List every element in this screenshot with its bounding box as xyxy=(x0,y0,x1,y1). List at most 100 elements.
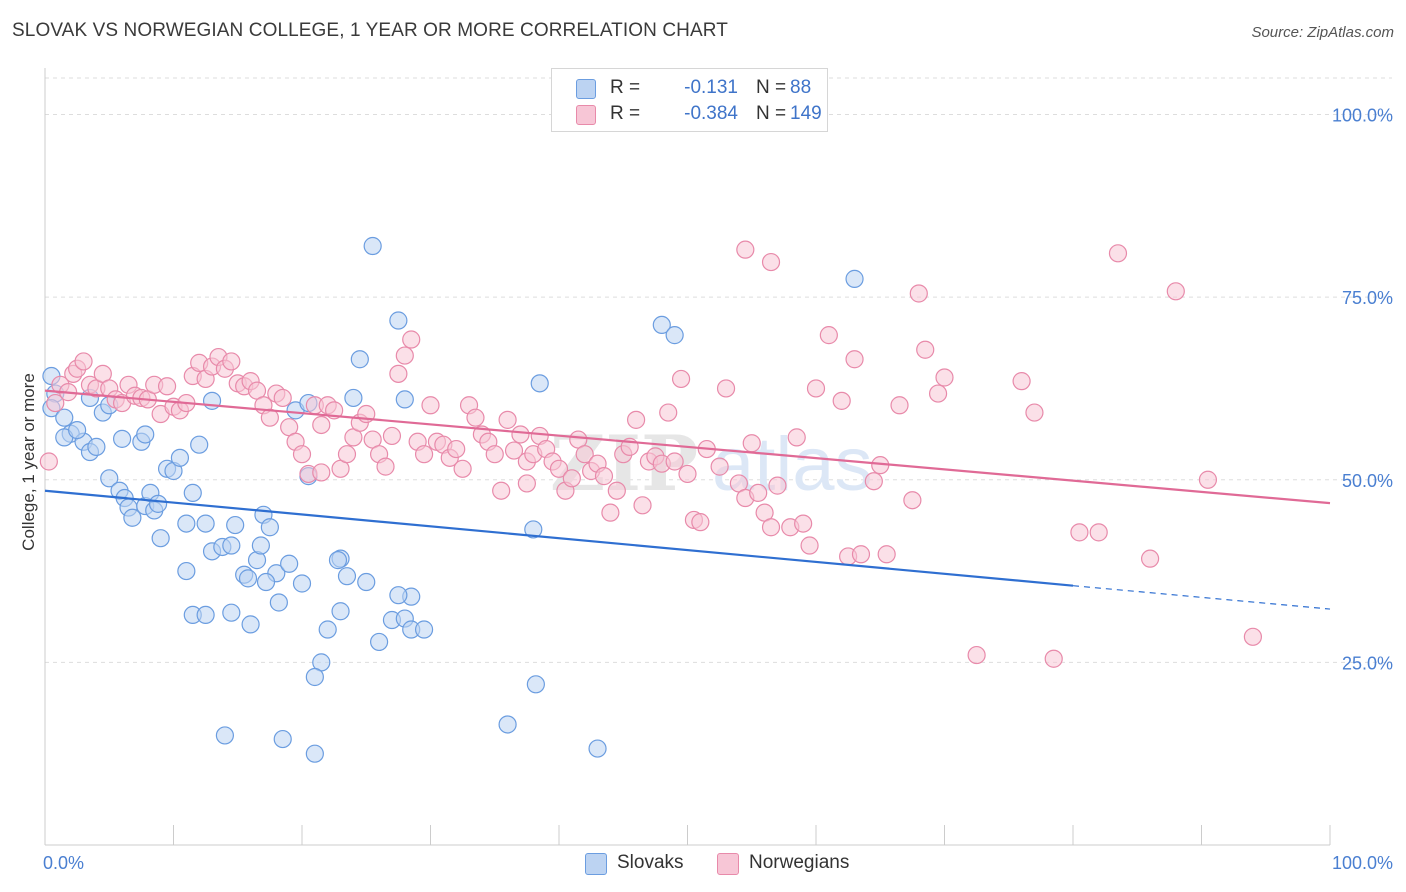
slovaks-point xyxy=(170,448,190,467)
correlation-legend: R = -0.131 N = 88 R = -0.384 N = 149 xyxy=(551,68,828,132)
norwegians-point xyxy=(928,384,948,403)
norwegians-point xyxy=(1089,523,1108,542)
norwegians-point xyxy=(864,472,883,491)
norwegians-point xyxy=(312,415,331,435)
slovaks-point xyxy=(498,715,517,734)
slovaks-point xyxy=(177,514,196,533)
slovaks-point xyxy=(389,311,408,330)
norwegians-point xyxy=(517,474,536,493)
slovaks-point xyxy=(87,437,106,456)
slovaks-point xyxy=(328,551,348,570)
legend-n-label: N = xyxy=(756,103,787,124)
slovaks-point xyxy=(370,632,389,652)
norwegians-point xyxy=(601,503,620,522)
norwegians-point xyxy=(376,457,395,476)
norwegians-legend-swatch xyxy=(717,853,739,875)
norwegians-point xyxy=(575,445,594,464)
slovaks-point xyxy=(331,602,350,621)
norwegians-point xyxy=(787,428,806,447)
slovaks-point xyxy=(344,388,363,408)
norwegians-point xyxy=(1198,470,1218,489)
slovaks-point xyxy=(280,554,299,573)
norwegians-point xyxy=(1044,649,1063,668)
legend-r-label: R = xyxy=(610,77,641,98)
norwegians-point xyxy=(453,459,472,478)
norwegians-point xyxy=(768,476,787,495)
slovaks-point xyxy=(292,574,312,593)
norwegians-point xyxy=(594,467,614,486)
norwegians-point xyxy=(845,350,864,369)
slovaks-point xyxy=(305,744,324,763)
norwegians-point xyxy=(633,496,652,515)
slovaks-point xyxy=(238,569,258,588)
norwegians-point xyxy=(498,410,517,429)
slovaks-point xyxy=(588,739,607,758)
legend-n-value: 149 xyxy=(790,103,822,124)
slovaks-point xyxy=(190,435,209,454)
slovaks-legend-swatch xyxy=(585,853,607,875)
norwegians-point xyxy=(678,464,697,484)
norwegians-point xyxy=(382,426,402,446)
norwegians-point xyxy=(761,252,781,272)
norwegians-point xyxy=(1012,372,1031,391)
legend-label-slovaks: Slovaks xyxy=(617,852,684,873)
slovaks-point xyxy=(148,494,168,513)
norwegians-point xyxy=(665,452,684,471)
norwegians-point xyxy=(832,391,851,410)
norwegians-trend-line xyxy=(44,389,1331,505)
norwegians-point xyxy=(819,326,838,345)
slovaks-point xyxy=(123,508,142,527)
legend-r-value: -0.384 xyxy=(684,103,738,124)
norwegians-point xyxy=(485,445,504,464)
norwegians-point xyxy=(659,403,678,422)
norwegians-point xyxy=(671,369,691,389)
norwegians-point xyxy=(549,459,569,478)
slovaks-point xyxy=(652,315,671,335)
norwegians-point xyxy=(710,457,729,476)
norwegians-point xyxy=(800,536,819,555)
slovaks-point xyxy=(350,350,369,369)
norwegians-point xyxy=(909,284,928,303)
legend-r-label: R = xyxy=(610,103,641,124)
norwegians-point xyxy=(967,645,986,665)
slovaks-point xyxy=(183,483,202,503)
slovaks-point xyxy=(100,469,119,488)
norwegians-point xyxy=(466,408,485,427)
slovaks-point xyxy=(530,374,549,393)
norwegians-point xyxy=(607,481,626,500)
norwegians-point xyxy=(1140,549,1160,568)
norwegians-point xyxy=(260,408,279,427)
norwegians-point xyxy=(1166,282,1185,301)
norwegians-point xyxy=(74,352,93,371)
slovaks-point xyxy=(222,536,241,555)
legend-r-value: -0.131 xyxy=(684,77,738,98)
norwegians-point xyxy=(1243,627,1263,646)
norwegians-point xyxy=(273,388,292,408)
legend-n-label: N = xyxy=(756,77,787,98)
norwegians-point xyxy=(736,240,755,259)
slovaks-point xyxy=(177,561,196,581)
slovaks-point xyxy=(226,515,245,535)
legend-label-norwegians: Norwegians xyxy=(749,852,850,873)
norwegians-point xyxy=(851,545,871,564)
norwegians-point xyxy=(794,514,813,533)
y-tick-label: 75.0% xyxy=(1342,288,1393,308)
slovaks-point xyxy=(112,429,132,448)
norwegians-point xyxy=(511,425,530,444)
norwegians-point xyxy=(562,469,581,488)
slovaks-point xyxy=(215,726,234,745)
x-tick-label: 100.0% xyxy=(1332,853,1393,873)
norwegians-point xyxy=(1108,244,1128,263)
slovaks-point xyxy=(68,420,87,440)
slovaks-points xyxy=(42,236,864,763)
norwegians-point xyxy=(935,368,954,387)
slovaks-point xyxy=(357,572,376,592)
norwegians-point xyxy=(1070,523,1089,542)
norwegians-point xyxy=(1025,403,1044,422)
norwegians-point xyxy=(39,452,58,471)
slovaks-point xyxy=(241,615,260,634)
slovaks-point xyxy=(526,675,545,694)
slovaks-point xyxy=(305,667,324,687)
y-tick-label: 25.0% xyxy=(1342,653,1393,673)
